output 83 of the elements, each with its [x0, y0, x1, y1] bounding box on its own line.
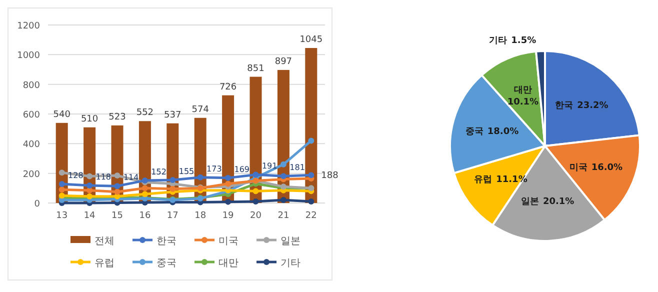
x-tick-label: 14 — [84, 211, 96, 221]
data-label: 191 — [262, 162, 278, 171]
y-tick-label: 800 — [22, 80, 40, 91]
data-label: 1045 — [300, 34, 323, 45]
point — [58, 186, 65, 193]
legend-label: 일본 — [280, 236, 300, 247]
data-label: 897 — [274, 56, 292, 67]
slice-label: 유럽 — [474, 174, 492, 185]
data-label: 18.0% — [487, 126, 519, 137]
slice-label: 기타 — [489, 36, 508, 46]
data-label: 23.2% — [577, 100, 608, 111]
point — [308, 138, 314, 144]
point — [252, 172, 259, 178]
point — [197, 174, 204, 180]
data-label: 114 — [123, 173, 139, 182]
x-tick-label: 19 — [222, 211, 234, 221]
data-label: 851 — [247, 64, 264, 74]
data-label: 128 — [68, 171, 84, 180]
point — [280, 161, 286, 168]
data-label: 552 — [136, 108, 154, 118]
legend-label: 대만 — [218, 258, 238, 269]
data-label: 118 — [96, 172, 112, 182]
point — [58, 170, 65, 176]
point — [308, 198, 314, 205]
y-tick-label: 1200 — [17, 22, 40, 32]
legend-label: 기타 — [280, 258, 300, 269]
point — [170, 186, 176, 192]
point — [170, 177, 176, 184]
point — [252, 188, 259, 194]
data-label: 537 — [164, 110, 182, 120]
data-label: 1.5% — [511, 36, 536, 46]
x-tick-label: 22 — [305, 211, 317, 221]
data-label: 726 — [219, 82, 237, 92]
data-label: 188 — [321, 171, 339, 182]
x-tick-label: 17 — [166, 211, 178, 221]
point — [225, 198, 232, 205]
point — [114, 188, 120, 195]
data-label: 10.1% — [507, 98, 539, 108]
slice-label: 중국 — [465, 126, 484, 137]
x-tick-label: 15 — [112, 211, 123, 221]
legend-label: 한국 — [156, 236, 176, 247]
x-tick-label: 13 — [56, 211, 68, 221]
data-label: 152 — [151, 167, 166, 176]
x-tick-label: 20 — [250, 211, 262, 221]
data-label: 181 — [290, 163, 305, 172]
point — [142, 191, 148, 198]
x-tick-label: 18 — [194, 211, 206, 221]
point — [280, 197, 286, 204]
point — [86, 173, 93, 180]
legend-label: 유럽 — [94, 258, 114, 269]
y-tick-label: 0 — [34, 200, 40, 210]
slice-label: 일본 — [520, 197, 539, 208]
data-label: 16.0% — [591, 162, 623, 173]
point — [225, 180, 232, 187]
data-label: 173 — [206, 164, 222, 174]
x-tick-label: 16 — [139, 211, 151, 221]
slice-label: 대만 — [514, 86, 532, 96]
slice-label: 한국 — [555, 100, 574, 111]
legend-label: 전체 — [94, 236, 114, 247]
legend-label: 미국 — [218, 236, 238, 247]
point — [225, 174, 232, 181]
point — [114, 172, 120, 179]
point — [58, 181, 65, 188]
point — [280, 173, 286, 180]
y-tick-label: 200 — [22, 170, 40, 180]
data-label: 169 — [234, 164, 250, 174]
legend-label: 중국 — [156, 258, 176, 269]
data-label: 523 — [108, 112, 126, 122]
point — [142, 185, 148, 192]
point — [86, 182, 93, 188]
data-label: 155 — [178, 167, 194, 176]
y-tick-label: 600 — [22, 110, 40, 120]
data-label: 540 — [53, 110, 71, 120]
x-tick-label: 21 — [278, 211, 290, 221]
point — [252, 198, 259, 205]
data-label: 20.1% — [542, 197, 574, 208]
point — [114, 183, 120, 190]
slice-label: 미국 — [569, 162, 588, 173]
data-label: 510 — [80, 114, 98, 124]
data-label: 574 — [192, 104, 210, 115]
y-tick-label: 400 — [22, 140, 40, 150]
y-tick-label: 1000 — [17, 51, 40, 62]
point — [308, 172, 314, 178]
